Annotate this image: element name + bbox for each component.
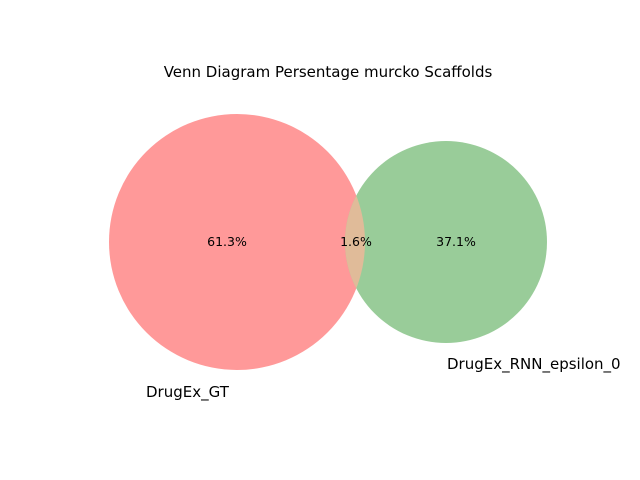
- set-b-only-percentage: 37.1%: [436, 234, 476, 249]
- set-a-circle: [109, 114, 365, 370]
- intersection-percentage: 1.6%: [340, 234, 372, 249]
- set-b-circle: [345, 141, 547, 343]
- set-a-only-percentage: 61.3%: [207, 234, 247, 249]
- set-b-label: DrugEx_RNN_epsilon_0: [447, 355, 621, 374]
- diagram-title: Venn Diagram Persentage murcko Scaffolds: [164, 63, 493, 81]
- set-a-label: DrugEx_GT: [146, 383, 230, 402]
